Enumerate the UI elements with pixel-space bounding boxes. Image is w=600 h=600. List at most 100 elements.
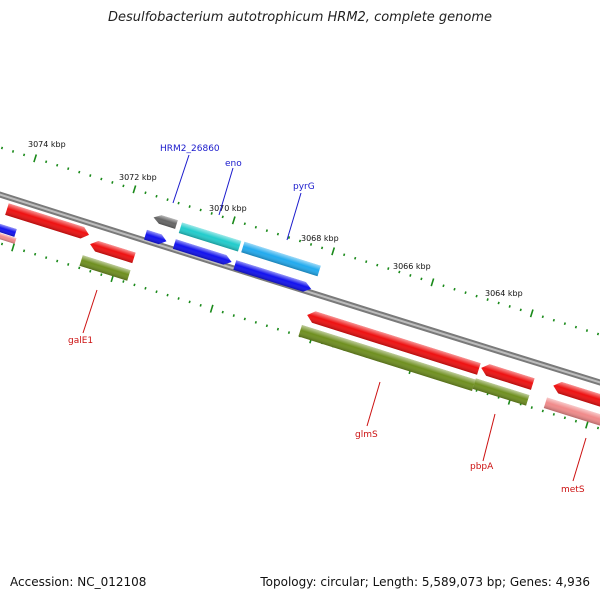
gene-labels: HRM2_26860 eno pyrG galE1 glmS pbpA metS (68, 144, 585, 495)
major-tick (585, 420, 589, 429)
gene-feature-red-small (90, 240, 136, 264)
tick-label-3068: 3068 kbp (301, 234, 339, 243)
minor-tick (243, 317, 246, 321)
outer-tick-ring (0, 146, 600, 336)
minor-tick (519, 308, 522, 312)
minor-tick (199, 208, 202, 212)
minor-tick (177, 201, 180, 205)
gene-feature-cyan (178, 222, 242, 252)
minor-tick (365, 260, 368, 264)
genome-stats-text: Topology: circular; Length: 5,589,073 bp… (260, 575, 590, 589)
gene-features (0, 203, 600, 427)
minor-tick (541, 409, 544, 413)
minor-tick (486, 298, 489, 301)
kbp-tick-labels: 3074 kbp 3072 kbp 3070 kbp 3068 kbp 3066… (28, 140, 523, 298)
minor-tick (276, 327, 280, 331)
minor-tick (376, 263, 379, 267)
minor-tick (497, 301, 500, 305)
tick-label-3066: 3066 kbp (393, 262, 431, 271)
minor-tick (56, 259, 59, 263)
minor-tick (221, 310, 224, 314)
minor-tick (78, 266, 81, 270)
minor-tick (155, 194, 158, 198)
minor-tick (166, 198, 169, 202)
minor-tick (177, 297, 180, 300)
minor-tick (287, 236, 291, 239)
minor-tick (56, 163, 59, 167)
minor-tick (574, 419, 578, 423)
minor-tick (144, 286, 147, 290)
minor-tick (45, 256, 48, 260)
gene-feature-skyblue (241, 241, 321, 277)
minor-tick (122, 184, 125, 188)
minor-tick (585, 329, 589, 332)
minor-tick (155, 290, 158, 294)
minor-tick (144, 191, 147, 195)
major-tick (209, 304, 214, 313)
gene-feature-red-right (553, 381, 600, 409)
gene-feature-blue-edge (0, 223, 17, 237)
tick-label-3064: 3064 kbp (485, 289, 523, 298)
minor-tick (541, 315, 544, 319)
minor-tick (420, 277, 423, 281)
minor-tick (320, 246, 324, 250)
minor-tick (552, 412, 555, 416)
minor-tick (464, 291, 467, 295)
gene-label-eno: eno (225, 159, 242, 169)
minor-tick (552, 318, 555, 322)
gene-feature-blue-3 (233, 260, 312, 292)
accession-text: Accession: NC_012108 (10, 575, 147, 589)
minor-tick (45, 160, 48, 164)
minor-tick (387, 267, 390, 270)
minor-tick (22, 249, 26, 253)
minor-tick (122, 280, 125, 283)
minor-tick (508, 305, 511, 308)
gene-feature-olive-glms (298, 324, 476, 392)
minor-tick (563, 416, 567, 420)
tick-label-3074: 3074 kbp (28, 140, 66, 149)
minor-tick (309, 243, 313, 246)
tick-label-3072: 3072 kbp (119, 173, 157, 182)
minor-tick (354, 256, 357, 260)
gene-label-glms: glmS (355, 430, 378, 440)
major-tick (331, 247, 336, 256)
gene-label-mets: metS (561, 485, 585, 495)
minor-tick (574, 325, 578, 329)
minor-tick (0, 242, 4, 246)
gene-feature-red-mid (481, 364, 535, 390)
minor-tick (188, 205, 191, 208)
gene-feature-blue-2 (172, 239, 232, 265)
major-tick (132, 185, 137, 194)
gene-feature-red-long (307, 311, 481, 375)
gene-feature-pink-mets (543, 397, 600, 427)
minor-tick (442, 284, 445, 288)
minor-tick (210, 212, 213, 215)
minor-tick (398, 270, 401, 274)
major-tick (430, 278, 435, 287)
minor-tick (166, 293, 169, 297)
minor-tick (11, 150, 15, 153)
minor-tick (89, 269, 92, 273)
minor-tick (530, 406, 533, 409)
minor-tick (475, 294, 478, 298)
gene-feature-olive-gale1 (79, 255, 131, 281)
major-tick (11, 243, 15, 252)
minor-tick (563, 322, 567, 326)
label-leader-lines (82, 154, 587, 482)
minor-tick (67, 167, 70, 171)
minor-tick (265, 229, 269, 233)
minor-tick (232, 314, 235, 317)
minor-tick (298, 239, 302, 243)
major-tick (33, 154, 38, 163)
minor-tick (0, 146, 4, 150)
minor-tick (287, 331, 291, 334)
map-title: Desulfobacterium autotrophicum HRM2, com… (107, 10, 493, 25)
minor-tick (133, 283, 136, 287)
minor-tick (89, 174, 92, 177)
gene-label-pyrg: pyrG (293, 182, 315, 192)
minor-tick (276, 232, 280, 236)
minor-tick (100, 177, 103, 181)
gene-feature-red-left (5, 203, 90, 239)
